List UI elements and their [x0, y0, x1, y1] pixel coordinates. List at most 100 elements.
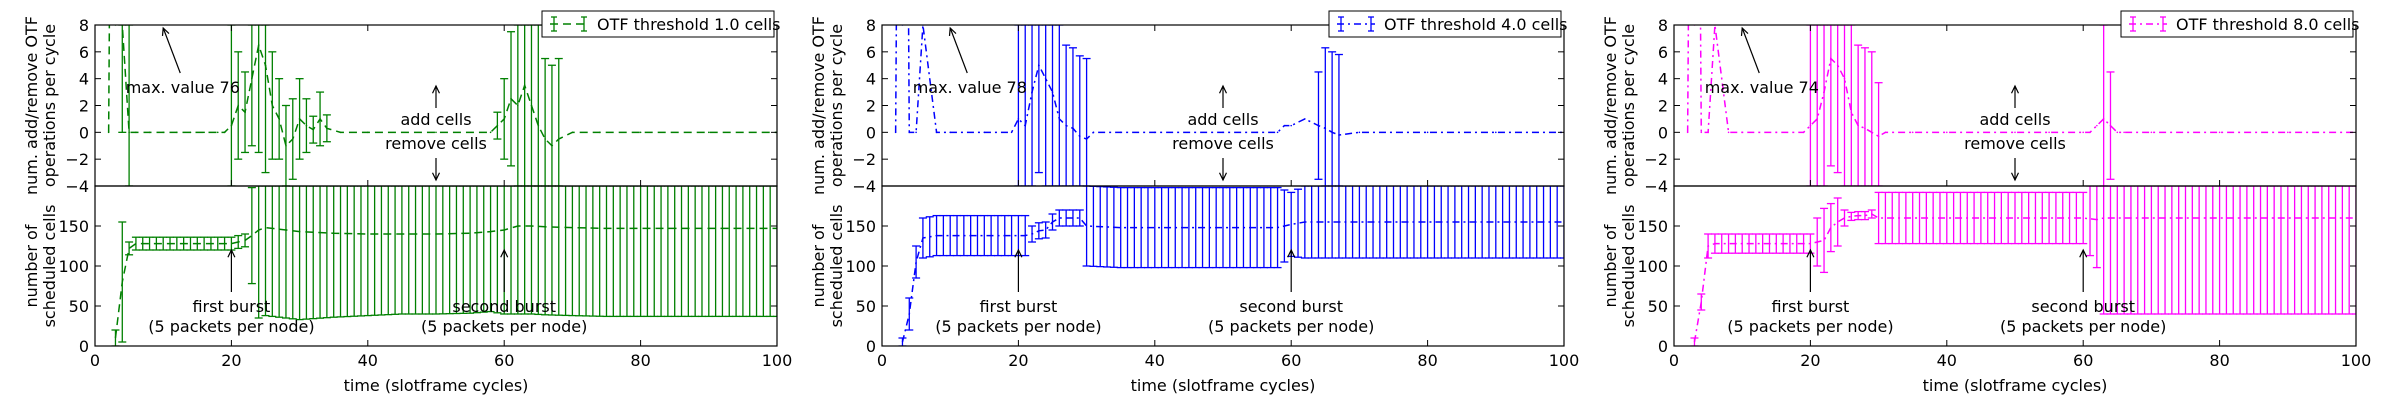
data-point-top: [2116, 131, 2119, 134]
y-axis-label-bottom: number of: [1601, 224, 1620, 307]
add-cells-arrow-head: [431, 84, 441, 94]
data-point-top: [894, 131, 897, 134]
x-tick-label: 100: [1549, 351, 1580, 370]
second-burst-annotation: (5 packets per node): [1208, 317, 1374, 336]
first-burst-annotation: (5 packets per node): [1727, 317, 1893, 336]
data-point-top: [2150, 131, 2153, 134]
data-point-top: [2287, 131, 2289, 134]
first-burst-arrow-head: [1806, 248, 1815, 258]
data-point-top: [983, 131, 986, 134]
series-line-bottom: [114, 225, 777, 339]
data-point-top: [244, 111, 246, 114]
data-point-top: [1324, 127, 1327, 130]
data-point-top: [1317, 124, 1320, 127]
data-point-top: [1051, 91, 1054, 93]
y-tick-label-bottom: 50: [69, 297, 89, 316]
remove-cells-annotation: remove cells: [1172, 134, 1274, 153]
series-line-top: [1686, 25, 2356, 138]
x-tick-label: 100: [2341, 351, 2372, 370]
x-tick-label: 0: [877, 351, 887, 370]
data-point-top: [189, 131, 192, 134]
second-burst-annotation: second burst: [452, 297, 556, 316]
data-point-top: [1065, 124, 1067, 127]
data-point-top: [1911, 131, 1914, 134]
data-point-top: [1058, 118, 1061, 120]
y-axis-label-bottom: scheduled cells: [827, 205, 846, 328]
first-burst-annotation: (5 packets per node): [935, 317, 1101, 336]
data-point-top: [537, 124, 540, 127]
second-burst-annotation: second burst: [2031, 297, 2135, 316]
max-value-annotation: max. value 78: [913, 78, 1027, 97]
y-tick-label-bottom: 100: [1637, 257, 1668, 276]
data-point-top: [1331, 131, 1333, 134]
data-point-top: [557, 138, 560, 140]
data-point-top: [1870, 131, 1873, 134]
first-burst-annotation: first burst: [979, 297, 1057, 316]
data-point-top: [223, 131, 226, 134]
legend-box: [1328, 10, 1562, 38]
x-tick-label: 0: [1669, 351, 1679, 370]
remove-cells-arrow-head: [1218, 172, 1228, 182]
data-point-top: [1707, 131, 1709, 134]
remove-cells-arrow-head: [2010, 172, 2020, 182]
data-point-top: [489, 131, 492, 134]
y-axis-label-top: operations per cycle: [40, 24, 59, 187]
x-tick-label: 20: [221, 351, 241, 370]
data-point-top: [2123, 131, 2125, 134]
data-point-top: [1078, 135, 1081, 138]
data-point-top: [1864, 127, 1866, 130]
data-point-top: [517, 104, 519, 107]
data-point-top: [1290, 124, 1292, 127]
x-tick-label: 40: [1937, 351, 1957, 370]
y-axis-label-bottom: scheduled cells: [1619, 205, 1638, 328]
data-point-top: [257, 44, 260, 46]
x-tick-label: 40: [1145, 351, 1165, 370]
remove-cells-annotation: remove cells: [385, 134, 487, 153]
y-tick-label-top: −2: [65, 150, 89, 169]
first-burst-annotation: first burst: [1771, 297, 1849, 316]
legend-box: [541, 10, 775, 38]
x-tick-label: 80: [2209, 351, 2229, 370]
y-tick-label-bottom: 0: [866, 337, 876, 356]
data-point-top: [935, 131, 938, 134]
data-point-top: [1830, 57, 1832, 60]
add-cells-annotation: add cells: [1979, 110, 2050, 129]
data-point-top: [2109, 124, 2112, 127]
y-tick-label-top: 8: [79, 16, 89, 35]
data-point-top: [367, 131, 369, 134]
legend-label: OTF threshold 4.0 cells: [1384, 15, 1568, 34]
series-line-top: [107, 25, 777, 148]
data-point-top: [1276, 131, 1279, 134]
y-tick-label-top: −4: [1644, 177, 1668, 196]
data-point-top: [216, 131, 219, 134]
x-tick-label: 20: [1800, 351, 1820, 370]
data-point-top: [908, 131, 911, 134]
y-axis-label-bottom: number of: [22, 224, 41, 307]
data-point-top: [1338, 134, 1340, 136]
y-tick-label-top: 6: [79, 43, 89, 62]
y-tick-label-top: 4: [866, 70, 876, 89]
legend-label: OTF threshold 8.0 cells: [2176, 15, 2360, 34]
data-point-top: [326, 127, 328, 130]
first-burst-arrow-head: [227, 248, 236, 258]
x-axis-label: time (slotframe cycles): [1131, 376, 1316, 395]
y-tick-label-top: 0: [79, 123, 89, 142]
data-point-top: [544, 138, 546, 140]
data-point-top: [1802, 131, 1805, 134]
y-axis-label-bottom: number of: [809, 224, 828, 307]
data-point-top: [2218, 131, 2221, 134]
data-point-top: [1741, 131, 1743, 134]
data-point-top: [128, 131, 130, 134]
top-plot-area: [894, 25, 1564, 186]
data-point-top: [510, 97, 512, 100]
x-axis-label: time (slotframe cycles): [344, 376, 529, 395]
data-point-top: [1700, 131, 1703, 134]
data-point-top: [1044, 77, 1047, 80]
y-tick-label-top: 2: [866, 97, 876, 116]
y-tick-label-top: 4: [1658, 70, 1668, 89]
second-burst-arrow-head: [2079, 248, 2088, 258]
y-tick-label-top: 4: [79, 70, 89, 89]
data-point-top: [639, 131, 642, 134]
